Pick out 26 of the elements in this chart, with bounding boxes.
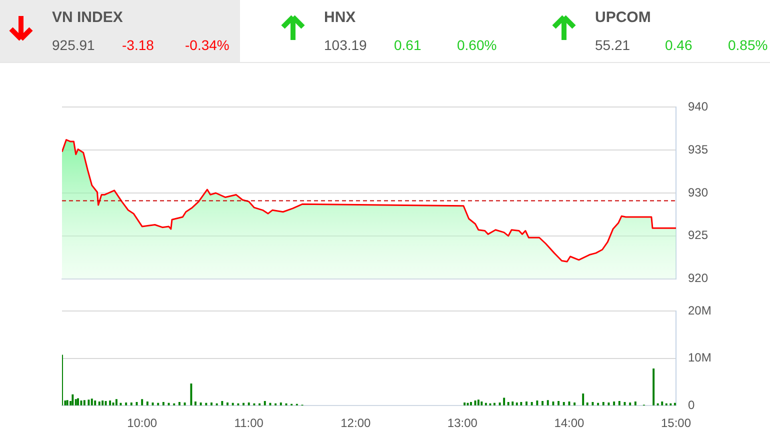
text: 0.85% [728, 37, 768, 53]
x-tick-label: 14:00 [554, 416, 585, 430]
text: -3.18 [122, 37, 154, 53]
y-tick-label: 940 [688, 100, 708, 114]
text: -0.34% [185, 37, 230, 53]
text: 0.61 [394, 37, 422, 53]
text: HNX [324, 9, 356, 26]
y-tick-label: 925 [688, 228, 708, 242]
y-tick-label: 20M [688, 304, 712, 318]
x-tick-label: 10:00 [127, 416, 158, 430]
x-tick-label: 15:00 [660, 416, 692, 430]
text: 925.91 [52, 37, 95, 53]
text: 0.60% [457, 37, 497, 53]
y-tick-label: 920 [688, 271, 708, 286]
text: 55.21 [595, 37, 630, 53]
y-tick-label: 10M [688, 350, 712, 365]
y-tick-label: 935 [688, 142, 708, 156]
text: 103.19 [324, 37, 367, 53]
text: VN INDEX [52, 9, 123, 26]
x-tick-label: 12:00 [340, 416, 371, 430]
x-tick-label: 13:00 [447, 416, 478, 430]
text: UPCOM [595, 9, 651, 26]
text: 0.46 [665, 37, 692, 53]
y-tick-label: 930 [688, 185, 708, 200]
x-tick-label: 11:00 [234, 416, 264, 430]
y-tick-label: 0 [688, 398, 695, 412]
